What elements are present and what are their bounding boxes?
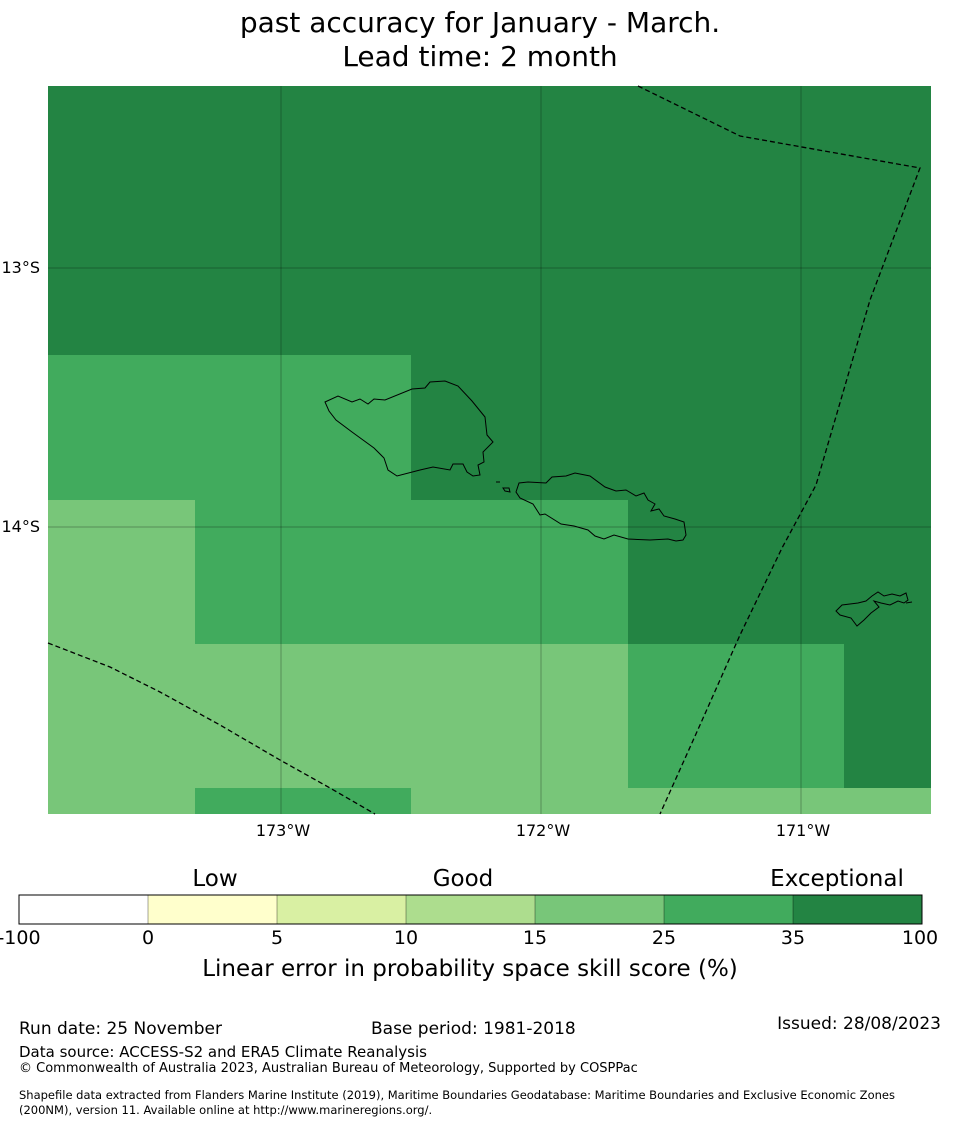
maritime-boundary — [47, 85, 921, 815]
colorbar-bin-0-5 — [148, 895, 277, 924]
map-title-line-1: past accuracy for January - March. — [239, 6, 721, 39]
run-date: Run date: 25 November — [19, 1019, 222, 1039]
colorbar-category-exceptional: Exceptional — [770, 866, 904, 892]
copyright: © Commonwealth of Australia 2023, Austra… — [19, 1061, 638, 1076]
tutuila-island — [835, 591, 909, 627]
cell-moderate-south — [195, 644, 628, 814]
cell-good-south-strip — [195, 788, 411, 814]
skill-grid — [48, 86, 931, 814]
colorbar-tick: 10 — [393, 927, 419, 949]
colorbar-bin-10-15 — [406, 895, 535, 924]
manono-islet — [502, 487, 511, 493]
shapefile-credit-line-2: (200NM), version 11. Available online at… — [19, 1103, 433, 1117]
colorbar-tick: 100 — [901, 927, 939, 949]
x-tick-label: 172°W — [515, 821, 571, 840]
colorbar-tick: 35 — [780, 927, 806, 949]
base-period: Base period: 1981-2018 — [371, 1019, 576, 1039]
x-tick-label: 173°W — [255, 821, 311, 840]
colorbar-label: Linear error in probability space skill … — [202, 956, 738, 982]
issued-date: Issued: 28/08/2023 — [777, 1014, 941, 1034]
cell-moderate-southeast-strip — [628, 788, 931, 814]
colorbar-category-good: Good — [432, 866, 494, 892]
colorbar-bin-25-35 — [664, 895, 793, 924]
colorbar-tick: 5 — [270, 927, 284, 949]
y-tick-label: 13°S — [1, 258, 40, 277]
map-title-line-2: Lead time: 2 month — [342, 40, 618, 73]
coastline — [324, 380, 913, 627]
colorbar-bin-5-10 — [277, 895, 406, 924]
colorbar-tick: 0 — [141, 927, 155, 949]
y-tick-label: 14°S — [1, 517, 40, 536]
colorbar-bin-35-100 — [793, 895, 922, 924]
colorbar-tick: -100 — [0, 927, 41, 949]
colorbar-tick: 15 — [522, 927, 548, 949]
colorbar-category-low: Low — [192, 866, 238, 892]
x-tick-label: 171°W — [775, 821, 831, 840]
cell-good-west — [48, 355, 411, 500]
cell-good-southeast — [628, 644, 844, 788]
colorbar — [18, 894, 923, 925]
shapefile-credit-line-1: Shapefile data extracted from Flanders M… — [19, 1088, 895, 1102]
colorbar-bin-lt0 — [19, 895, 148, 924]
colorbar-bin-15-25 — [535, 895, 664, 924]
cell-good-central — [195, 500, 628, 644]
cell-moderate-west — [48, 500, 195, 814]
gridlines — [48, 86, 931, 814]
colorbar-tick: 25 — [651, 927, 677, 949]
savaii-island — [324, 380, 494, 477]
aunuu-islet — [905, 601, 913, 604]
upolu-island — [515, 472, 687, 542]
data-source: Data source: ACCESS-S2 and ERA5 Climate … — [19, 1043, 427, 1061]
